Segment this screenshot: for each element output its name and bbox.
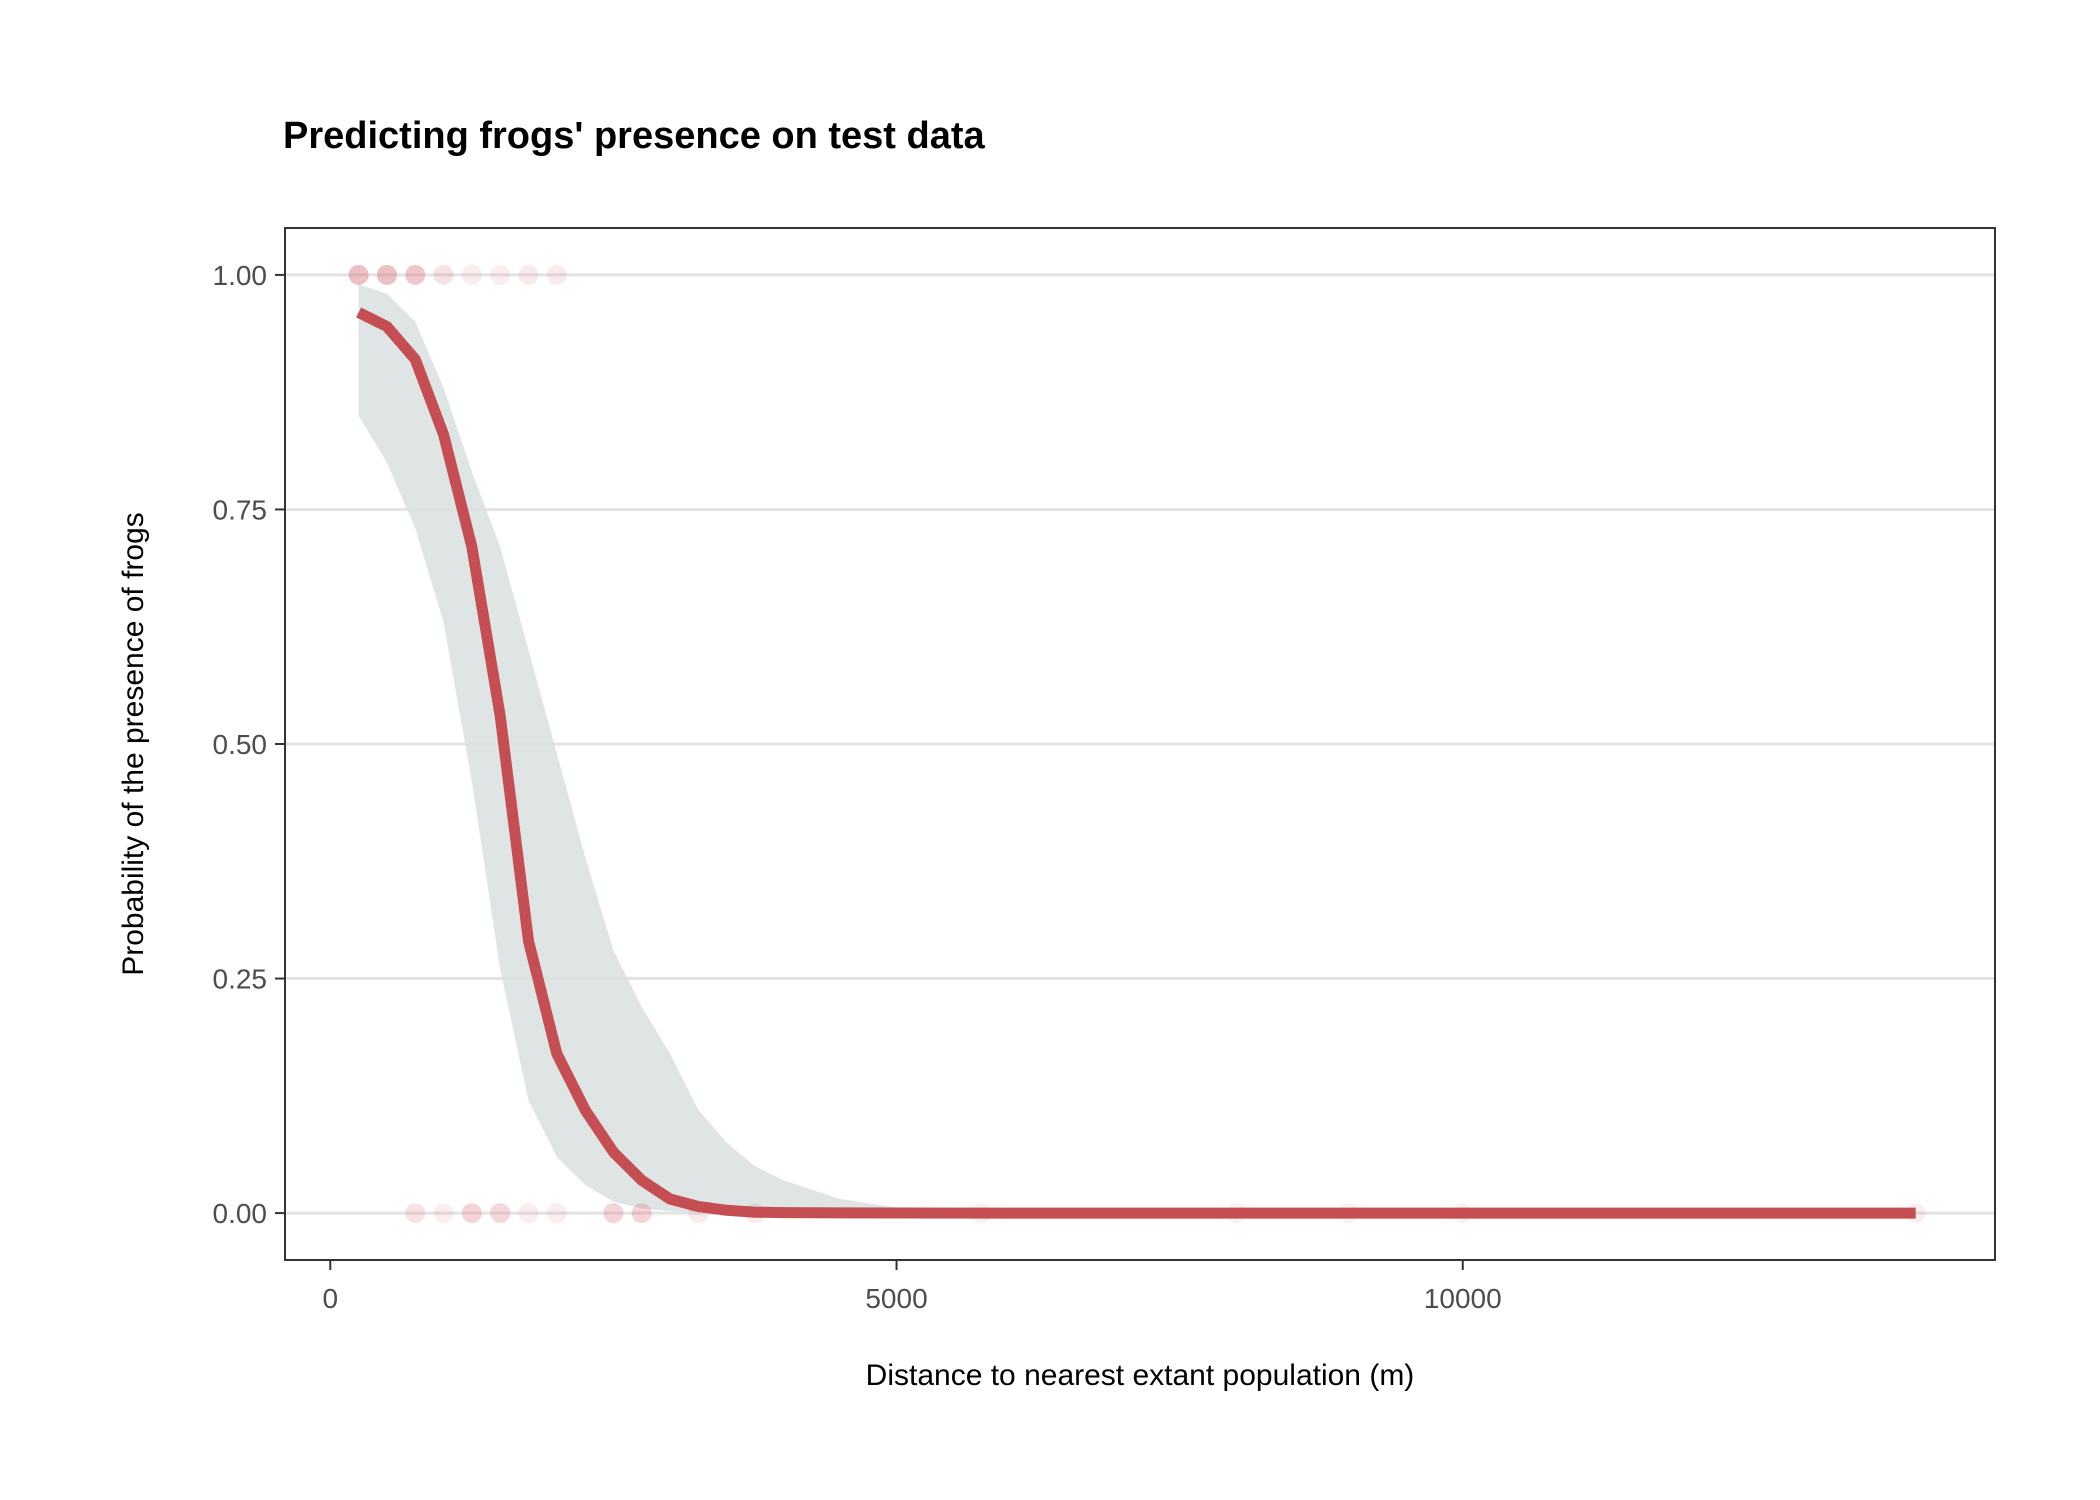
data-point bbox=[461, 264, 482, 285]
x-axis-ticks: 0 5000 10000 bbox=[323, 1260, 1502, 1314]
data-point bbox=[490, 1203, 511, 1224]
fitted-probability-line bbox=[356, 307, 1916, 1219]
data-point bbox=[631, 1203, 652, 1224]
data-point bbox=[405, 1203, 426, 1224]
data-point bbox=[433, 1203, 454, 1224]
data-point bbox=[405, 264, 426, 285]
fitted-curve-layer bbox=[356, 307, 1916, 1219]
x-tick-label: 0 bbox=[323, 1283, 339, 1314]
x-tick-label: 5000 bbox=[865, 1283, 927, 1314]
y-tick-label: 0.50 bbox=[213, 729, 268, 760]
data-point bbox=[376, 264, 397, 285]
data-point bbox=[433, 264, 454, 285]
x-axis-label: Distance to nearest extant population (m… bbox=[866, 1359, 1415, 1392]
data-point bbox=[518, 264, 539, 285]
y-axis-label: Probability of the presence of frogs bbox=[117, 512, 150, 976]
data-point bbox=[348, 264, 369, 285]
data-point bbox=[490, 264, 511, 285]
y-tick-label: 1.00 bbox=[213, 260, 268, 291]
data-point bbox=[461, 1203, 482, 1224]
data-point bbox=[546, 264, 567, 285]
x-tick-label: 10000 bbox=[1424, 1283, 1502, 1314]
chart-title: Predicting frogs' presence on test data bbox=[283, 115, 986, 157]
y-axis-ticks: 0.00 0.25 0.50 0.75 1.00 bbox=[213, 260, 285, 1229]
y-tick-label: 0.25 bbox=[213, 964, 268, 995]
y-tick-label: 0.75 bbox=[213, 494, 268, 525]
data-point bbox=[603, 1203, 624, 1224]
data-point bbox=[518, 1203, 539, 1224]
y-tick-label: 0.00 bbox=[213, 1198, 268, 1229]
data-point bbox=[546, 1203, 567, 1224]
